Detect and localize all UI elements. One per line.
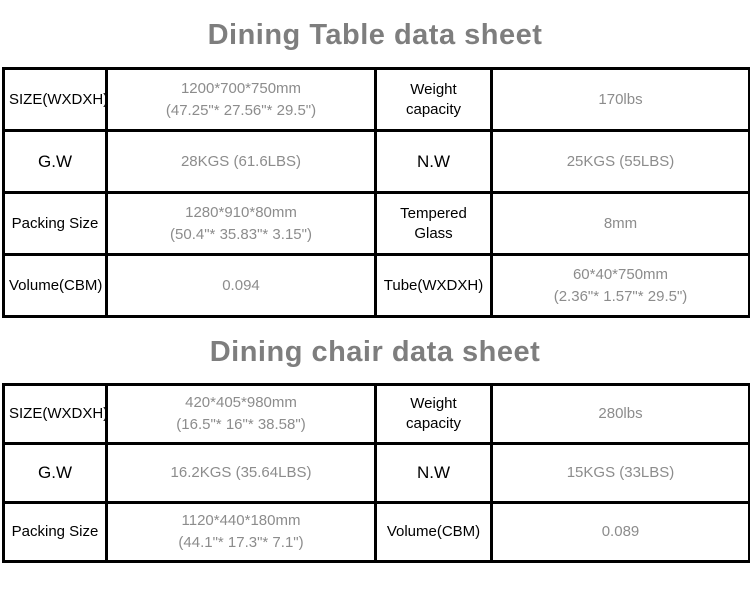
- spec-text-line: 170lbs: [598, 90, 643, 108]
- spec-text-line: 0.094: [222, 276, 260, 294]
- spec-value-cell: 8mm: [490, 191, 750, 256]
- spec-text-line: 420*405*980mm: [185, 394, 297, 411]
- spec-text-line: 0.089: [601, 523, 640, 540]
- spec-text-line: 1200*700*750mm: [180, 79, 302, 97]
- spec-text-line: N.W: [416, 463, 451, 482]
- spec-row: Volume(CBM) 0.094 Tube(WXDXH) 60*40*750mm (2…: [2, 253, 750, 318]
- spec-text-line: Packing Size: [11, 214, 99, 232]
- spec-text-line: (2.36"* 1.57"* 29.5"): [553, 287, 688, 305]
- spec-row: G.W 16.2KGS (35.64LBS) N.W 15KGS (33LBS): [2, 442, 750, 504]
- dining-table-spec-table: SIZE(WXDXH) 1200*700*750mm (47.25"* 27.56"…: [2, 67, 750, 318]
- spec-value-cell: 280lbs: [490, 383, 750, 445]
- spec-text-line: 15KGS (33LBS): [566, 464, 675, 481]
- spec-text-line: 1280*910*80mm: [185, 203, 297, 221]
- spec-text-line: N.W: [416, 151, 451, 171]
- spec-text-line: Tempered Glass: [400, 204, 467, 242]
- spec-text-line: SIZE(WXDXH): [9, 405, 109, 422]
- spec-text-line: (44.1"* 17.3"* 7.1"): [178, 534, 304, 551]
- spec-value-cell: 28KGS (61.6LBS): [105, 129, 377, 194]
- dining-chair-spec-body: SIZE(WXDXH) 420*405*980mm (16.5"* 16"* 38.…: [2, 383, 750, 563]
- spec-text-line: 60*40*750mm: [572, 265, 669, 283]
- spec-row: Packing Size 1280*910*80mm (50.4"* 35.83"*…: [2, 191, 750, 256]
- spec-row: G.W 28KGS (61.6LBS) N.W 25KGS (55LBS): [2, 129, 750, 194]
- spec-row: Packing Size 1120*440*180mm (44.1"* 17.3"*…: [2, 501, 750, 563]
- spec-row: SIZE(WXDXH) 1200*700*750mm (47.25"* 27.56"…: [2, 67, 750, 132]
- spec-label-cell: N.W: [374, 442, 493, 504]
- spec-text-line: 25KGS (55LBS): [566, 152, 675, 170]
- spec-text-line: Volume(CBM): [9, 276, 103, 294]
- spec-text-line: Volume(CBM): [386, 523, 481, 540]
- dining-chair-sheet-title: Dining chair data sheet: [209, 336, 541, 368]
- spec-label-cell: G.W: [2, 442, 108, 504]
- dining-chair-spec-table: SIZE(WXDXH) 420*405*980mm (16.5"* 16"* 38.…: [2, 383, 750, 563]
- spec-text-line: 16.2KGS (35.64LBS): [170, 464, 312, 481]
- spec-label-cell: Packing Size: [2, 191, 108, 256]
- spec-label-cell: Volume(CBM): [374, 501, 493, 563]
- spec-label-cell: Weight capacity: [374, 383, 493, 445]
- spec-label-cell: SIZE(WXDXH): [2, 67, 109, 132]
- spec-label-cell: N.W: [374, 129, 493, 194]
- spec-value-cell: 15KGS (33LBS): [490, 442, 750, 504]
- spec-text-line: G.W: [38, 463, 72, 482]
- spec-label-cell: Tempered Glass: [374, 191, 493, 256]
- spec-text-line: (16.5"* 16"* 38.58"): [176, 416, 306, 433]
- spec-value-cell: 1280*910*80mm (50.4"* 35.83"* 3.15"): [105, 191, 377, 256]
- spec-row: SIZE(WXDXH) 420*405*980mm (16.5"* 16"* 38.…: [2, 383, 750, 445]
- spec-text-line: G.W: [38, 151, 72, 171]
- spec-value-cell: 420*405*980mm (16.5"* 16"* 38.58"): [105, 383, 377, 445]
- spec-label-cell: Packing Size: [2, 501, 108, 563]
- dining-table-spec-body: SIZE(WXDXH) 1200*700*750mm (47.25"* 27.56"…: [2, 67, 750, 318]
- spec-text-line: 280lbs: [598, 405, 643, 422]
- spec-label-cell: G.W: [2, 129, 108, 194]
- spec-value-cell: 170lbs: [490, 67, 750, 132]
- spec-text-line: (50.4"* 35.83"* 3.15"): [170, 225, 312, 243]
- spec-text-line: (47.25"* 27.56"* 29.5"): [165, 101, 317, 119]
- spec-value-cell: 0.094: [105, 253, 377, 318]
- spec-label-cell: SIZE(WXDXH): [2, 383, 109, 445]
- spec-label-cell: Weight capacity: [374, 67, 493, 132]
- spec-value-cell: 1200*700*750mm (47.25"* 27.56"* 29.5"): [105, 67, 377, 132]
- spec-value-cell: 60*40*750mm (2.36"* 1.57"* 29.5"): [490, 253, 750, 318]
- spec-value-cell: 16.2KGS (35.64LBS): [105, 442, 377, 504]
- spec-value-cell: 0.089: [490, 501, 750, 563]
- dining-table-sheet-title: Dining Table data sheet: [207, 19, 543, 51]
- spec-value-cell: 25KGS (55LBS): [490, 129, 750, 194]
- spec-text-line: 8mm: [603, 214, 638, 232]
- spec-text-line: SIZE(WXDXH): [9, 90, 109, 108]
- spec-text-line: Tube(WXDXH): [383, 276, 484, 294]
- spec-text-line: Weight capacity: [405, 395, 462, 432]
- spec-label-cell: Tube(WXDXH): [374, 253, 493, 318]
- spec-text-line: 1120*440*180mm: [181, 512, 301, 529]
- spec-text-line: Packing Size: [11, 523, 99, 540]
- spec-value-cell: 1120*440*180mm (44.1"* 17.3"* 7.1"): [105, 501, 377, 563]
- spec-text-line: 28KGS (61.6LBS): [180, 152, 302, 170]
- spec-label-cell: Volume(CBM): [2, 253, 108, 318]
- spec-text-line: Weight capacity: [405, 80, 462, 118]
